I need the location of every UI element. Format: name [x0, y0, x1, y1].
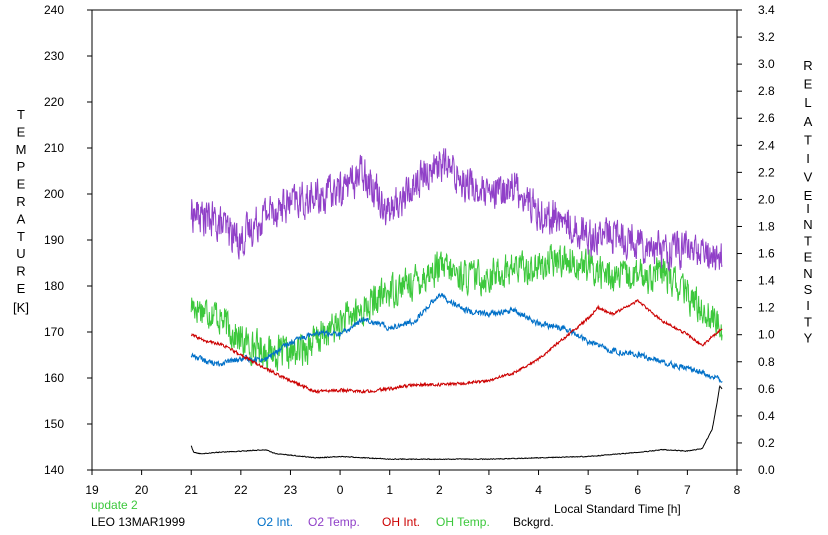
right-axis-title-letter: V — [804, 170, 813, 185]
legend-entry: O2 Temp. — [308, 515, 360, 529]
right-axis-title-letter: N — [803, 266, 812, 281]
left-tick-label: 180 — [44, 279, 64, 293]
right-axis-title-letter: I — [806, 298, 810, 313]
x-tick-label: 2 — [436, 483, 443, 497]
x-tick-label: 21 — [185, 483, 199, 497]
right-tick-label: 0.4 — [758, 409, 775, 423]
legend-entry: O2 Int. — [257, 515, 293, 529]
left-axis-title-letter: T — [17, 107, 25, 122]
right-axis-title-letter: Y — [804, 331, 813, 346]
right-tick-label: 0.0 — [758, 463, 775, 477]
right-tick-label: 3.0 — [758, 57, 775, 71]
right-axis-title-letter: T — [804, 233, 812, 248]
right-axis-title-letter: R — [803, 58, 812, 73]
right-tick-label: 2.2 — [758, 165, 775, 179]
right-axis-title-letter: E — [804, 188, 813, 203]
right-axis-title-letter: A — [804, 114, 813, 129]
left-tick-label: 160 — [44, 371, 64, 385]
left-tick-label: 200 — [44, 187, 64, 201]
right-tick-label: 2.6 — [758, 111, 775, 125]
right-axis-title-letter: T — [804, 132, 812, 147]
right-tick-label: 3.2 — [758, 30, 775, 44]
left-axis-title-letter: M — [16, 142, 27, 157]
right-axis-title-letter: I — [806, 151, 810, 166]
x-tick-label: 8 — [734, 483, 741, 497]
x-tick-label: 22 — [234, 483, 248, 497]
right-tick-label: 1.2 — [758, 301, 775, 315]
left-tick-label: 240 — [44, 3, 64, 17]
right-axis-title-letter: N — [803, 217, 812, 232]
left-tick-label: 210 — [44, 141, 64, 155]
left-tick-label: 190 — [44, 233, 64, 247]
left-tick-label: 170 — [44, 325, 64, 339]
right-axis-title-letter: S — [804, 282, 813, 297]
legend-entry: OH Temp. — [436, 515, 490, 529]
x-tick-label: 19 — [85, 483, 99, 497]
station-date-text: LEO 13MAR1999 — [91, 515, 185, 529]
series-line-o2-int — [190, 292, 723, 384]
x-tick-label: 3 — [486, 483, 493, 497]
left-axis-title-letter: R — [16, 264, 25, 279]
series-line-bckgrd — [190, 384, 723, 461]
series-line-oh-temp — [190, 244, 723, 371]
left-axis-title-letter: E — [17, 281, 26, 296]
left-axis-title-letter: P — [17, 159, 26, 174]
left-axis-title-letter: U — [16, 246, 25, 261]
series-line-oh-int — [190, 299, 723, 394]
x-tick-label: 6 — [634, 483, 641, 497]
right-tick-label: 0.2 — [758, 436, 775, 450]
left-axis-title-letter: R — [16, 194, 25, 209]
left-axis-title-letter: E — [17, 177, 26, 192]
right-axis-title-letter: I — [806, 201, 810, 216]
x-tick-label: 23 — [284, 483, 298, 497]
left-axis-unit: [K] — [13, 300, 29, 315]
left-tick-label: 140 — [44, 463, 64, 477]
right-tick-label: 2.4 — [758, 138, 775, 152]
left-axis-title-letter: A — [17, 211, 26, 226]
right-axis-title-letter: L — [804, 95, 811, 110]
left-axis-title-letter: E — [17, 124, 26, 139]
right-tick-label: 0.8 — [758, 355, 775, 369]
left-axis-title-letter: T — [17, 229, 25, 244]
right-tick-label: 1.4 — [758, 274, 775, 288]
right-tick-label: 3.4 — [758, 3, 775, 17]
left-tick-label: 220 — [44, 95, 64, 109]
update-text: update 2 — [91, 498, 138, 512]
x-tick-label: 20 — [135, 483, 149, 497]
right-axis-title-letter: E — [804, 77, 813, 92]
left-tick-label: 230 — [44, 49, 64, 63]
right-tick-label: 1.6 — [758, 247, 775, 261]
x-axis-title: Local Standard Time [h] — [554, 502, 681, 516]
right-axis-title-letter: T — [804, 314, 812, 329]
x-tick-label: 1 — [386, 483, 393, 497]
x-tick-label: 7 — [684, 483, 691, 497]
legend-entry: Bckgrd. — [513, 515, 554, 529]
right-tick-label: 0.6 — [758, 382, 775, 396]
legend-entry: OH Int. — [382, 515, 420, 529]
right-tick-label: 1.0 — [758, 328, 775, 342]
x-tick-label: 0 — [337, 483, 344, 497]
right-tick-label: 2.0 — [758, 192, 775, 206]
right-tick-label: 2.8 — [758, 84, 775, 98]
x-tick-label: 5 — [585, 483, 592, 497]
right-tick-label: 1.8 — [758, 219, 775, 233]
x-tick-label: 4 — [535, 483, 542, 497]
left-tick-label: 150 — [44, 417, 64, 431]
right-axis-title-letter: E — [804, 250, 813, 265]
series-line-o2-temp — [190, 148, 723, 272]
